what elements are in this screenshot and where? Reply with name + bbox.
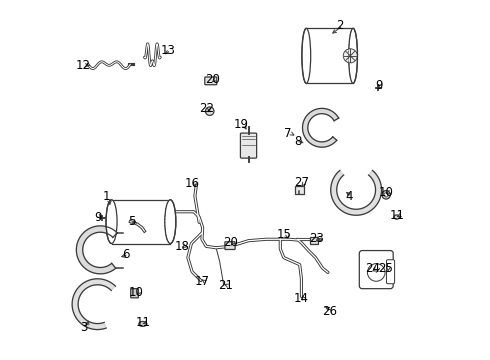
Text: 25: 25	[378, 262, 393, 275]
Ellipse shape	[394, 215, 399, 219]
Text: 5: 5	[128, 215, 135, 228]
Circle shape	[384, 193, 388, 197]
Text: 14: 14	[293, 292, 308, 305]
Text: 19: 19	[233, 118, 248, 131]
Text: 10: 10	[129, 286, 144, 299]
Circle shape	[343, 49, 357, 63]
Ellipse shape	[139, 321, 147, 327]
Bar	[310, 237, 318, 243]
Polygon shape	[72, 279, 116, 330]
Text: 7: 7	[284, 127, 292, 140]
Text: 17: 17	[195, 275, 209, 288]
Circle shape	[368, 264, 385, 281]
Text: 11: 11	[135, 316, 150, 329]
FancyBboxPatch shape	[387, 260, 394, 284]
Text: 12: 12	[76, 59, 91, 72]
FancyBboxPatch shape	[359, 251, 393, 289]
FancyBboxPatch shape	[225, 242, 235, 249]
Text: 18: 18	[175, 240, 190, 253]
Text: 13: 13	[161, 44, 175, 57]
Text: 21: 21	[218, 279, 233, 292]
Polygon shape	[76, 226, 117, 274]
Text: 23: 23	[309, 232, 324, 245]
Ellipse shape	[106, 200, 117, 243]
Text: 2: 2	[337, 19, 344, 32]
Text: 1: 1	[102, 190, 110, 203]
Text: 26: 26	[322, 305, 337, 318]
Polygon shape	[302, 108, 339, 147]
Text: 10: 10	[379, 186, 393, 199]
Ellipse shape	[349, 28, 358, 83]
Text: 16: 16	[185, 177, 199, 190]
Text: 8: 8	[294, 135, 302, 148]
Text: 4: 4	[345, 190, 353, 203]
Text: 27: 27	[294, 176, 309, 189]
Text: 6: 6	[122, 248, 129, 261]
Circle shape	[382, 190, 391, 199]
Polygon shape	[331, 170, 382, 215]
Bar	[295, 186, 304, 194]
Text: 15: 15	[277, 228, 292, 241]
Ellipse shape	[165, 200, 176, 243]
Text: 20: 20	[223, 236, 238, 249]
Text: 9: 9	[375, 79, 383, 92]
FancyBboxPatch shape	[205, 77, 217, 85]
Text: 3: 3	[80, 321, 87, 334]
Text: 9: 9	[94, 211, 101, 224]
Text: 20: 20	[205, 73, 220, 86]
Circle shape	[205, 107, 214, 116]
Text: 11: 11	[390, 209, 405, 222]
Text: 22: 22	[198, 102, 214, 115]
FancyBboxPatch shape	[241, 133, 257, 158]
Ellipse shape	[302, 28, 311, 83]
FancyBboxPatch shape	[131, 289, 139, 298]
Text: 24: 24	[365, 262, 380, 275]
